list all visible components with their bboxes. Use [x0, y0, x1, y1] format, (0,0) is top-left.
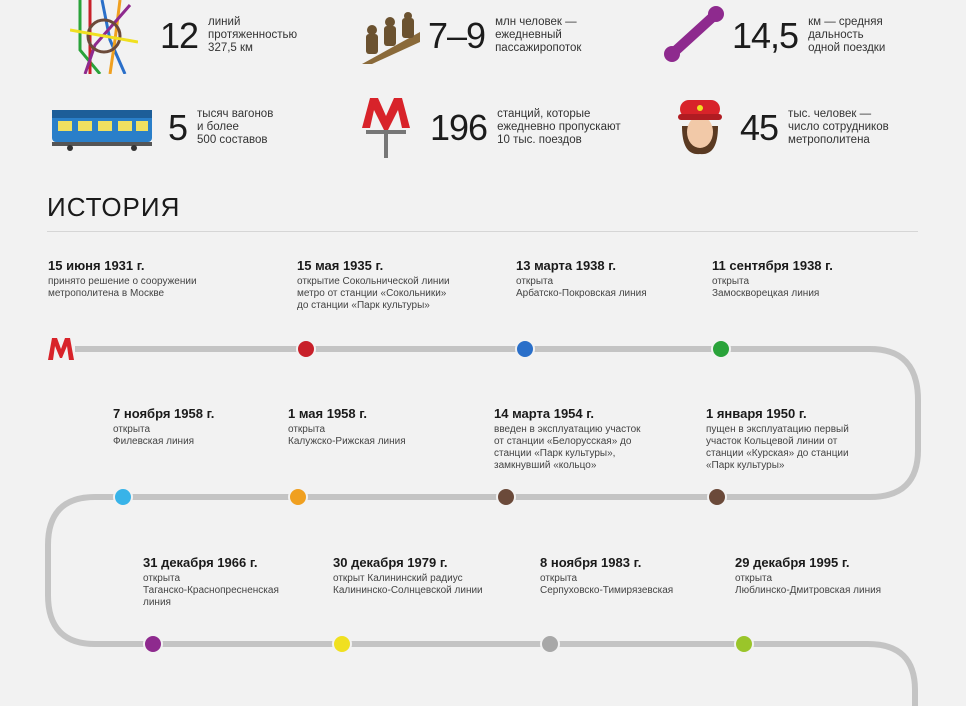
- passengers-escalator-icon: [362, 12, 420, 69]
- staff-woman-icon: [676, 96, 724, 161]
- event-description: открыта Калужско-Рижская линия: [288, 424, 406, 447]
- event-date: 13 марта 1938 г.: [516, 258, 616, 273]
- event-description: пущен в эксплуатацию первый участок Коль…: [706, 424, 849, 471]
- event-description: принято решение о сооружении метрополите…: [48, 276, 197, 299]
- event-description: открыта Серпуховско-Тимирязевская: [540, 573, 674, 596]
- event-date: 11 сентября 1938 г.: [712, 258, 833, 273]
- station-dot: [711, 339, 731, 359]
- timeline-event: 7 ноября 1958 г. открыта Филевская линия: [113, 406, 313, 448]
- timeline-event: 29 декабря 1995 г. открыта Люблинско-Дмит…: [735, 555, 935, 597]
- stat-value: 7–9: [428, 14, 486, 56]
- stat-value: 5: [168, 106, 188, 148]
- train-car-icon: [50, 108, 154, 157]
- event-date: 15 мая 1935 г.: [297, 258, 384, 273]
- distance-bar-icon: [662, 4, 726, 69]
- timeline-event: 31 декабря 1966 г. открыта Таганско-Красн…: [143, 555, 343, 609]
- station-dot: [332, 634, 352, 654]
- station-dot: [288, 487, 308, 507]
- event-description: открыта Замоскворецкая линия: [712, 276, 820, 299]
- stat-description: млн человек — ежедневный пассажиропоток: [495, 16, 582, 54]
- timeline-event: 15 мая 1935 г. открытие Сокольнической ли…: [297, 258, 497, 312]
- section-divider: [47, 231, 918, 232]
- event-date: 31 декабря 1966 г.: [143, 555, 258, 570]
- stat-description: тыс. человек — число сотрудников метропо…: [788, 108, 889, 146]
- timeline-event: 1 мая 1958 г. открыта Калужско-Рижская ли…: [288, 406, 488, 448]
- event-date: 15 июня 1931 г.: [48, 258, 145, 273]
- station-dot: [143, 634, 163, 654]
- metro-logo-icon: [48, 338, 74, 365]
- metro-sign-icon: [362, 94, 410, 163]
- station-dot: [515, 339, 535, 359]
- timeline-event: 30 декабря 1979 г. открыт Калининский рад…: [333, 555, 533, 597]
- stat-description: тысяч вагонов и более 500 составов: [197, 108, 274, 146]
- timeline-event: 15 июня 1931 г. принято решение о сооруже…: [48, 258, 248, 300]
- stat-value: 45: [740, 106, 779, 148]
- event-description: открыта Филевская линия: [113, 424, 195, 447]
- station-dot: [496, 487, 516, 507]
- event-description: введен в эксплуатацию участок от станции…: [494, 424, 641, 471]
- stat-value: 12: [160, 14, 199, 56]
- stat-value: 14,5: [732, 14, 799, 56]
- station-dot: [296, 339, 316, 359]
- event-description: открыта Люблинско-Дмитровская линия: [735, 573, 882, 596]
- timeline-event: 11 сентября 1938 г. открыта Замоскворецка…: [712, 258, 912, 300]
- event-date: 1 января 1950 г.: [706, 406, 807, 421]
- station-dot: [540, 634, 560, 654]
- history-title: ИСТОРИЯ: [47, 192, 181, 222]
- event-description: открыта Таганско-Краснопресненская линия: [143, 573, 279, 608]
- station-dot: [707, 487, 727, 507]
- stat-description: км — средняя дальность одной поездки: [808, 16, 886, 54]
- stat-description: линий протяженностью 327,5 км: [208, 16, 298, 54]
- timeline-event: 1 января 1950 г. пущен в эксплуатацию пер…: [706, 406, 906, 472]
- station-dot: [113, 487, 133, 507]
- event-date: 14 марта 1954 г.: [494, 406, 594, 421]
- event-date: 29 декабря 1995 г.: [735, 555, 850, 570]
- event-date: 30 декабря 1979 г.: [333, 555, 448, 570]
- event-date: 7 ноября 1958 г.: [113, 406, 215, 421]
- event-date: 1 мая 1958 г.: [288, 406, 367, 421]
- event-description: открытие Сокольнической линии метро от с…: [297, 276, 450, 311]
- station-dot: [734, 634, 754, 654]
- timeline-event: 13 марта 1938 г. открыта Арбатско-Покровс…: [516, 258, 716, 300]
- timeline-event: 14 марта 1954 г. введен в эксплуатацию уч…: [494, 406, 694, 472]
- event-description: открыта Арбатско-Покровская линия: [516, 276, 647, 299]
- timeline-event: 8 ноября 1983 г. открыта Серпуховско-Тими…: [540, 555, 740, 597]
- stat-value: 196: [430, 106, 488, 148]
- event-description: открыт Калининский радиус Калининско-Сол…: [333, 573, 483, 596]
- stat-description: станций, которые ежедневно пропускают 10…: [497, 108, 621, 146]
- metro-map-icon: [69, 0, 139, 79]
- event-date: 8 ноября 1983 г.: [540, 555, 642, 570]
